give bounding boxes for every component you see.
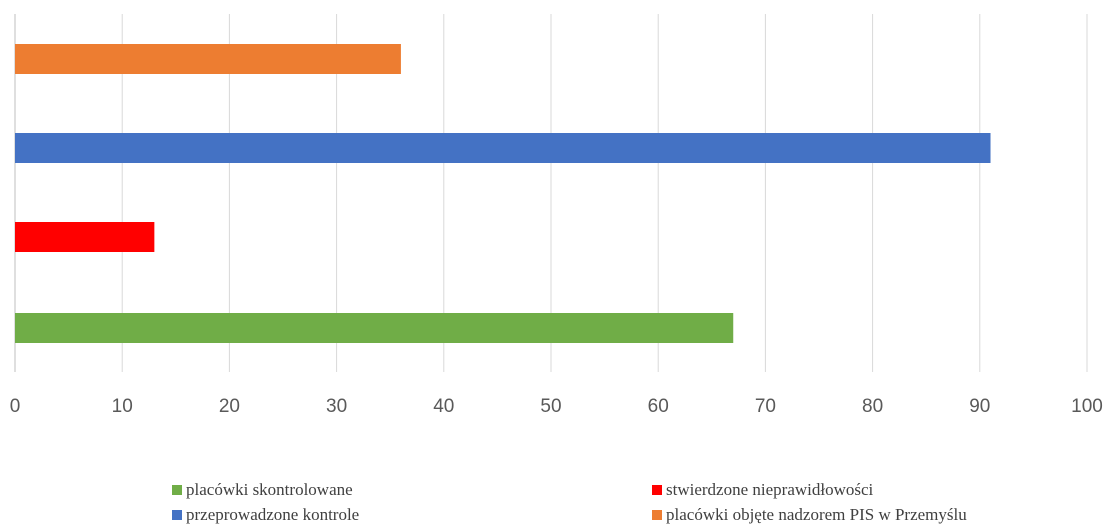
x-tick-label: 60 [648,396,669,417]
x-tick-label: 100 [1071,396,1103,417]
x-tick-label: 80 [862,396,883,417]
x-tick-label: 10 [112,396,133,417]
x-tick-label: 40 [433,396,454,417]
legend: placówki skontrolowane stwierdzone niepr… [0,478,1106,529]
bar-0 [15,313,734,343]
bars [15,44,991,343]
x-axis-ticks: 0 10 20 30 40 50 60 70 80 90 100 [10,396,1103,417]
bar-1 [15,222,155,252]
legend-label: przeprowadzone kontrole [186,505,360,524]
x-tick-label: 50 [540,396,561,417]
bar-2 [15,133,991,163]
legend-swatch-red [652,485,662,495]
x-tick-label: 0 [10,396,21,417]
x-tick-label: 70 [755,396,776,417]
legend-item-przeprowadzone-kontrole: przeprowadzone kontrole [172,505,359,525]
legend-item-placowki-skontrolowane: placówki skontrolowane [172,480,353,500]
legend-swatch-green [172,485,182,495]
legend-swatch-blue [172,510,182,520]
legend-label: placówki skontrolowane [186,480,353,499]
bar-chart: 0 10 20 30 40 50 60 70 80 90 100 [10,14,1103,417]
x-tick-label: 90 [969,396,990,417]
legend-item-stwierdzone-nieprawidlowosci: stwierdzone nieprawidłowości [652,480,873,500]
legend-swatch-orange [652,510,662,520]
legend-item-placowki-objete-nadzorem: placówki objęte nadzorem PIS w Przemyślu [652,505,967,525]
legend-label: stwierdzone nieprawidłowości [666,480,874,499]
x-tick-label: 20 [219,396,240,417]
bar-3 [15,44,401,74]
x-tick-label: 30 [326,396,347,417]
legend-label: placówki objęte nadzorem PIS w Przemyślu [666,505,967,524]
